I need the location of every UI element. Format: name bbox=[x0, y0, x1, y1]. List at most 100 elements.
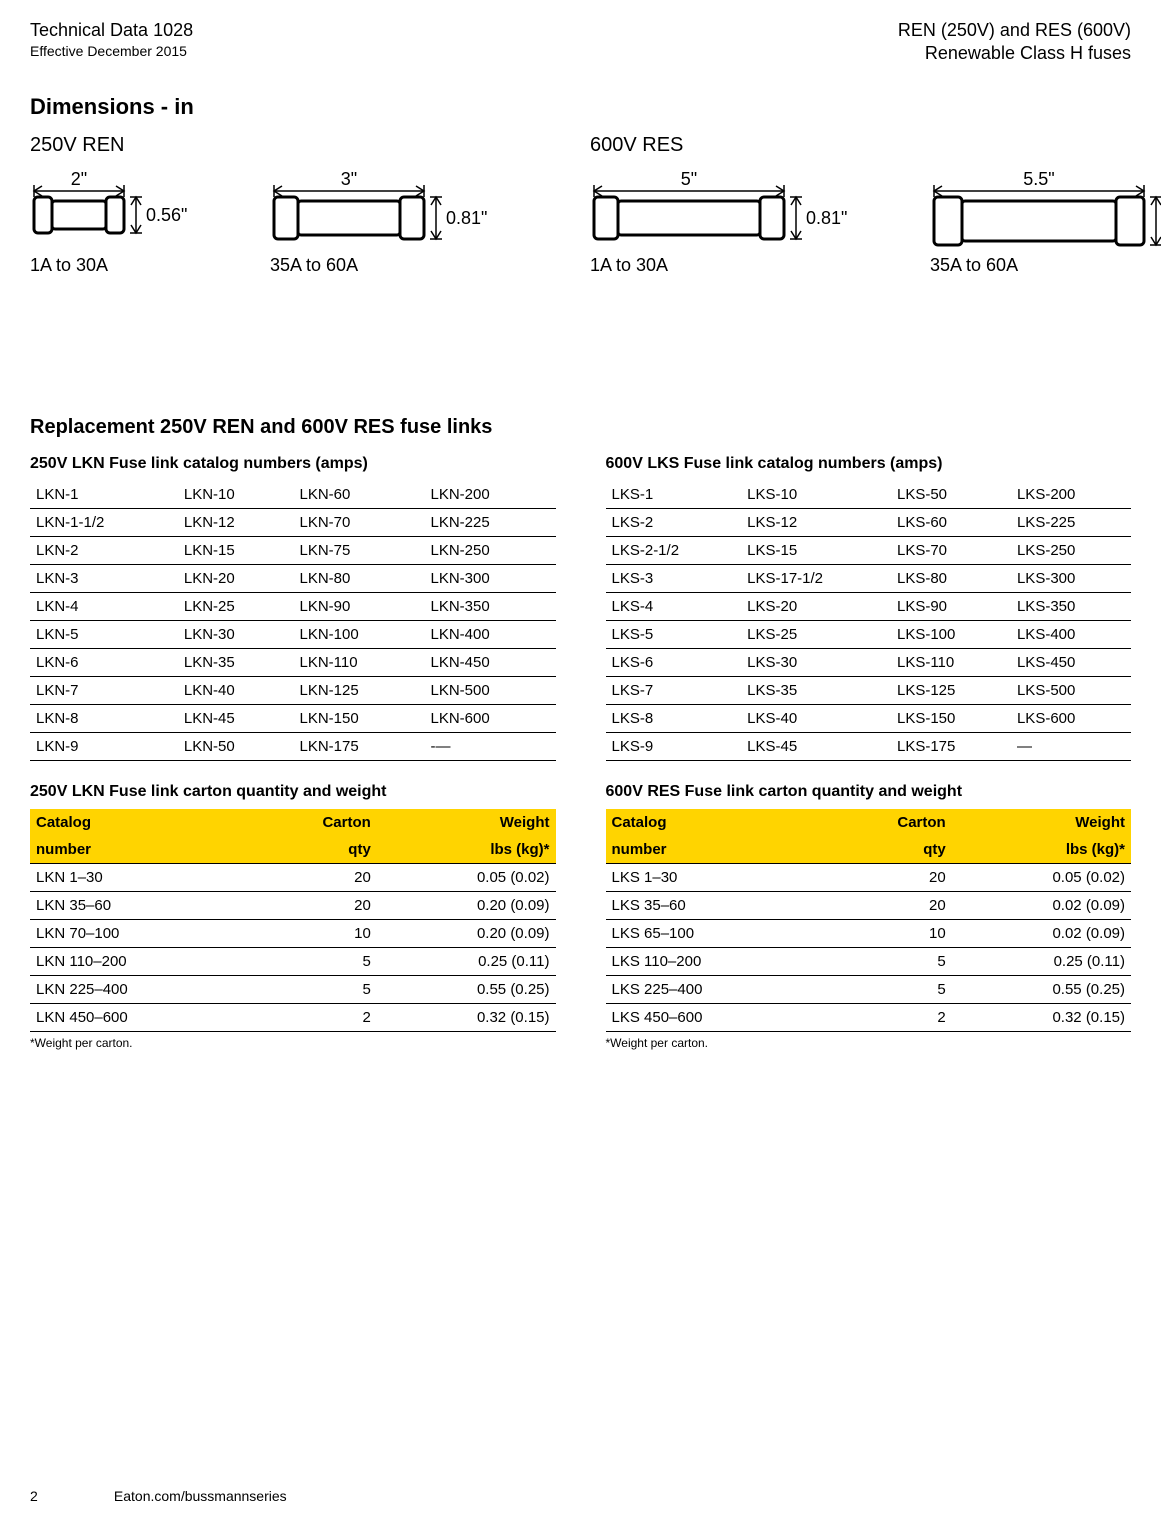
dimensions-title: Dimensions - in bbox=[30, 94, 1131, 120]
fuse-pair: 5"0.81"1A to 30A5.5"1.06"35A to 60A bbox=[590, 167, 1161, 276]
table-header: number bbox=[606, 836, 824, 864]
fuse-caption: 1A to 30A bbox=[30, 255, 230, 276]
table-cell: 0.20 (0.09) bbox=[377, 892, 556, 920]
table-cell: 2 bbox=[824, 1004, 952, 1032]
table-cell: LKN-20 bbox=[178, 565, 294, 593]
table-cell: LKS-9 bbox=[606, 733, 742, 761]
page-number: 2 bbox=[30, 1488, 110, 1504]
table-header: lbs (kg)* bbox=[377, 836, 556, 864]
table-cell: LKN-3 bbox=[30, 565, 178, 593]
table-cell: LKN-175 bbox=[294, 733, 425, 761]
table-cell: LKS-150 bbox=[891, 705, 1011, 733]
table-cell: LKS-5 bbox=[606, 621, 742, 649]
table-cell: LKS-80 bbox=[891, 565, 1011, 593]
lkn-catalog-table: LKN-1LKN-10LKN-60LKN-200LKN-1-1/2LKN-12L… bbox=[30, 481, 556, 761]
lkn-footnote: *Weight per carton. bbox=[30, 1036, 556, 1050]
doc-date: Effective December 2015 bbox=[30, 43, 193, 59]
table-cell: LKN 225–400 bbox=[30, 976, 249, 1004]
header-left: Technical Data 1028 Effective December 2… bbox=[30, 20, 193, 64]
table-cell: LKS-10 bbox=[741, 481, 891, 509]
table-row: LKS-7LKS-35LKS-125LKS-500 bbox=[606, 677, 1132, 705]
table-cell: 0.20 (0.09) bbox=[377, 920, 556, 948]
table-row: LKN-3LKN-20LKN-80LKN-300 bbox=[30, 565, 556, 593]
table-cell: 0.02 (0.09) bbox=[952, 892, 1131, 920]
table-cell: LKN-2 bbox=[30, 537, 178, 565]
table-row: LKS-9LKS-45LKS-175— bbox=[606, 733, 1132, 761]
page-header: Technical Data 1028 Effective December 2… bbox=[30, 20, 1131, 64]
table-cell: LKS-50 bbox=[891, 481, 1011, 509]
table-header: lbs (kg)* bbox=[952, 836, 1131, 864]
table-cell: LKN-400 bbox=[424, 621, 555, 649]
lks-weight-title: 600V RES Fuse link carton quantity and w… bbox=[606, 783, 1132, 801]
table-cell: LKN-350 bbox=[424, 593, 555, 621]
table-cell: LKS-250 bbox=[1011, 537, 1131, 565]
table-cell: LKN 450–600 bbox=[30, 1004, 249, 1032]
table-cell: LKN 70–100 bbox=[30, 920, 249, 948]
table-cell: 0.55 (0.25) bbox=[377, 976, 556, 1004]
table-cell: LKN 35–60 bbox=[30, 892, 249, 920]
table-cell: LKN 1–30 bbox=[30, 864, 249, 892]
doc-title: Technical Data 1028 bbox=[30, 20, 193, 41]
table-row: LKS-1LKS-10LKS-50LKS-200 bbox=[606, 481, 1132, 509]
table-cell: LKN-225 bbox=[424, 509, 555, 537]
lks-catalog-title: 600V LKS Fuse link catalog numbers (amps… bbox=[606, 455, 1132, 473]
table-cell: LKS 35–60 bbox=[606, 892, 824, 920]
table-cell: 2 bbox=[249, 1004, 377, 1032]
table-row: LKN-2LKN-15LKN-75LKN-250 bbox=[30, 537, 556, 565]
table-cell: LKS 225–400 bbox=[606, 976, 824, 1004]
table-cell: 5 bbox=[824, 976, 952, 1004]
table-cell: 10 bbox=[824, 920, 952, 948]
table-cell: LKN-15 bbox=[178, 537, 294, 565]
lks-weight-table: CatalogCartonWeightnumberqtylbs (kg)*LKS… bbox=[606, 809, 1132, 1032]
table-row: LKS-3LKS-17-1/2LKS-80LKS-300 bbox=[606, 565, 1132, 593]
footer-url: Eaton.com/bussmannseries bbox=[114, 1488, 287, 1504]
table-cell: LKS-25 bbox=[741, 621, 891, 649]
table-cell: LKS-100 bbox=[891, 621, 1011, 649]
table-cell: LKN-5 bbox=[30, 621, 178, 649]
table-row: LKN-9LKN-50LKN-175-— bbox=[30, 733, 556, 761]
fuse-diagram: 2"0.56"1A to 30A bbox=[30, 167, 230, 276]
table-cell: LKS 65–100 bbox=[606, 920, 824, 948]
table-row: LKN 1–30200.05 (0.02) bbox=[30, 864, 556, 892]
table-header: number bbox=[30, 836, 249, 864]
table-row: LKS 35–60200.02 (0.09) bbox=[606, 892, 1132, 920]
product-sub: Renewable Class H fuses bbox=[898, 43, 1131, 64]
table-cell: LKN-300 bbox=[424, 565, 555, 593]
lks-footnote: *Weight per carton. bbox=[606, 1036, 1132, 1050]
table-cell: 0.55 (0.25) bbox=[952, 976, 1131, 1004]
svg-text:0.81": 0.81" bbox=[446, 208, 487, 228]
table-cell: 0.05 (0.02) bbox=[952, 864, 1131, 892]
table-cell: LKN-70 bbox=[294, 509, 425, 537]
table-cell: LKS 450–600 bbox=[606, 1004, 824, 1032]
table-cell: 10 bbox=[249, 920, 377, 948]
fuse-svg: 3"0.81" bbox=[270, 167, 530, 247]
table-row: LKN-8LKN-45LKN-150LKN-600 bbox=[30, 705, 556, 733]
table-cell: LKS-6 bbox=[606, 649, 742, 677]
table-cell: LKN-500 bbox=[424, 677, 555, 705]
lkn-catalog-title: 250V LKN Fuse link catalog numbers (amps… bbox=[30, 455, 556, 473]
table-header: Catalog bbox=[606, 809, 824, 836]
table-row: LKS 1–30200.05 (0.02) bbox=[606, 864, 1132, 892]
table-cell: LKN-110 bbox=[294, 649, 425, 677]
table-cell: LKS-110 bbox=[891, 649, 1011, 677]
fuse-caption: 35A to 60A bbox=[930, 255, 1161, 276]
table-row: LKS-2-1/2LKS-15LKS-70LKS-250 bbox=[606, 537, 1132, 565]
table-cell: LKN-450 bbox=[424, 649, 555, 677]
table-cell: LKN-9 bbox=[30, 733, 178, 761]
table-row: LKN 110–20050.25 (0.11) bbox=[30, 948, 556, 976]
table-cell: LKS-40 bbox=[741, 705, 891, 733]
lks-catalog-table: LKS-1LKS-10LKS-50LKS-200LKS-2LKS-12LKS-6… bbox=[606, 481, 1132, 761]
svg-text:5": 5" bbox=[681, 169, 697, 189]
table-cell: LKS-12 bbox=[741, 509, 891, 537]
table-row: LKN-6LKN-35LKN-110LKN-450 bbox=[30, 649, 556, 677]
table-cell: LKN-100 bbox=[294, 621, 425, 649]
table-cell: — bbox=[1011, 733, 1131, 761]
table-cell: LKS 110–200 bbox=[606, 948, 824, 976]
table-row: LKN-4LKN-25LKN-90LKN-350 bbox=[30, 593, 556, 621]
svg-text:5.5": 5.5" bbox=[1023, 169, 1054, 189]
table-row: LKS-4LKS-20LKS-90LKS-350 bbox=[606, 593, 1132, 621]
table-cell: 5 bbox=[249, 948, 377, 976]
table-header: qty bbox=[824, 836, 952, 864]
table-row: LKN 35–60200.20 (0.09) bbox=[30, 892, 556, 920]
table-cell: LKS-125 bbox=[891, 677, 1011, 705]
